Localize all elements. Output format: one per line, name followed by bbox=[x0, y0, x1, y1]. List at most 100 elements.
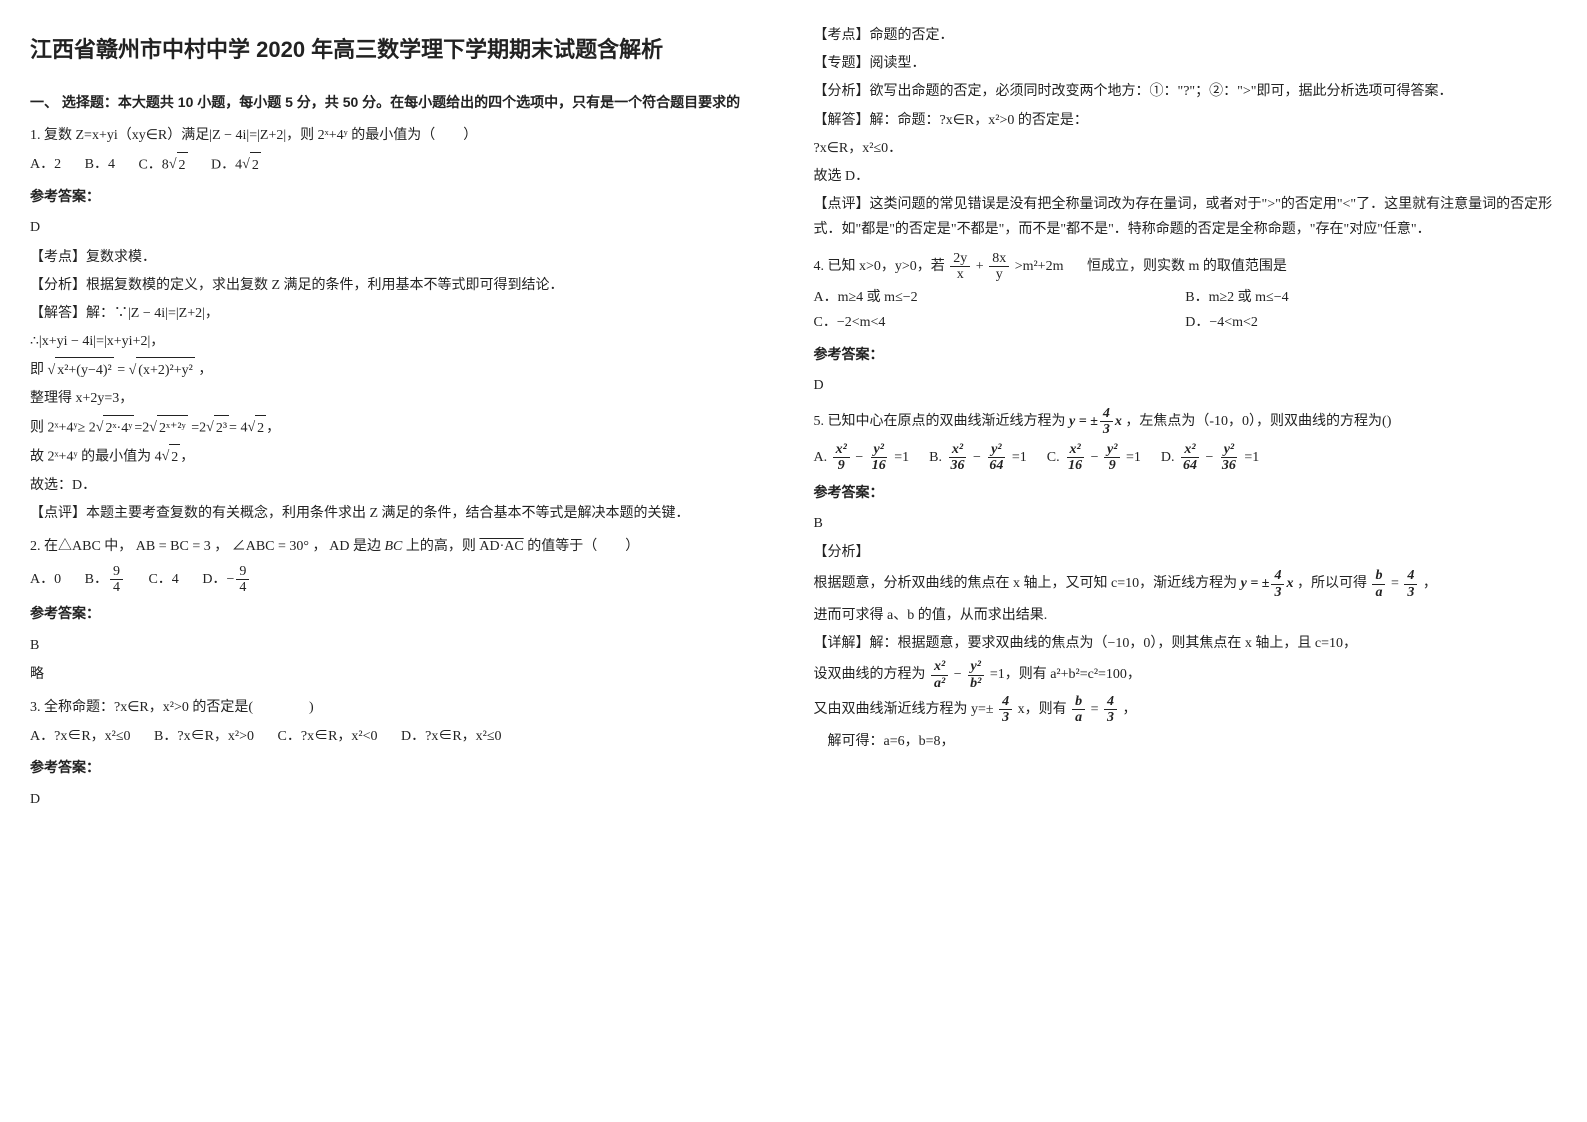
q5-opt-0: A. x²9 − y²16 =1 bbox=[814, 442, 910, 474]
q2-d-num: 9 bbox=[236, 564, 249, 580]
q4-opt-b: B．m≥2 或 m≤−4 bbox=[1185, 285, 1557, 310]
q5-b2: b² bbox=[967, 676, 984, 691]
q1-jd3c: = bbox=[117, 363, 125, 378]
q1-jd6: 故 2ˣ+4ʸ 的最小值为 4 2， bbox=[30, 444, 774, 470]
q3-jd3: 故选 D． bbox=[814, 164, 1558, 189]
q1-jd6c: ， bbox=[180, 449, 194, 464]
q5-fn: 4 bbox=[1100, 406, 1113, 422]
q3-opt-d: D．?x∈R，x²≤0 bbox=[401, 724, 502, 749]
q2-angle: ∠ABC = 30° bbox=[232, 539, 309, 554]
q1-opt-c: C．82 bbox=[138, 152, 187, 178]
q4-opt-d: D．−4<m<2 bbox=[1185, 310, 1557, 335]
q1-jd5c: =2 bbox=[134, 420, 149, 435]
q1-jd6b: 2 bbox=[169, 444, 180, 470]
q2-adac: AD·AC bbox=[479, 539, 523, 554]
q1-opt-b: B．4 bbox=[85, 152, 115, 177]
q1-answer: D bbox=[30, 215, 774, 240]
q4-f2n: 8x bbox=[989, 251, 1009, 267]
q3-jd1: 【解答】解：命题：?x∈R，x²>0 的否定是： bbox=[814, 108, 1558, 133]
q5-stem-b: ，左焦点为（-10，0），则双曲线的方程为() bbox=[1125, 414, 1391, 429]
q3-opt-c: C．?x∈R，x²<0 bbox=[278, 724, 378, 749]
q2-opt-a: A．0 bbox=[30, 567, 61, 592]
q1-jd5: 则 2ˣ+4ʸ≥ 22ˣ·4ʸ=22ˣ⁺²ʸ =22³= 42， bbox=[30, 415, 774, 441]
q2-d-den: 4 bbox=[236, 580, 249, 595]
q1-jd3: 即 x²+(y−4)² = (x+2)²+y² ， bbox=[30, 357, 774, 383]
q4-f1d: x bbox=[954, 267, 967, 282]
q5-bad: a bbox=[1372, 585, 1385, 600]
q5-minus: − bbox=[954, 667, 962, 682]
q5-ans-label: 参考答案： bbox=[814, 480, 1558, 505]
q5-a2: a² bbox=[931, 676, 948, 691]
q5-xj4: 解可得：a=6，b=8， bbox=[814, 729, 1558, 754]
q1-jd1: 【解答】解：∵|Z − 4i|=|Z+2|， bbox=[30, 301, 774, 326]
question-1: 1. 复数 Z=x+yi（xy∈R）满足|Z − 4i|=|Z+2|，则 2ˣ+… bbox=[30, 123, 774, 527]
q5-fd: 3 bbox=[1100, 422, 1113, 437]
q1-jd5f: 2³ bbox=[214, 415, 229, 441]
q1-jd5b: 2ˣ·4ʸ bbox=[103, 415, 134, 441]
q1-options: A．2 B．4 C．82 D．42 bbox=[30, 152, 774, 178]
q1-opt-a: A．2 bbox=[30, 152, 61, 177]
q1-fenxi: 【分析】根据复数模的定义，求出复数 Z 满足的条件，利用基本不等式即可得到结论． bbox=[30, 273, 774, 298]
q5-fxc2: ， bbox=[1123, 702, 1137, 717]
q1-jd6a: 故 2ˣ+4ʸ 的最小值为 4 bbox=[30, 449, 162, 464]
q1-jd2: ∴|x+yi − 4i|=|x+yi+2|， bbox=[30, 329, 774, 354]
q5-xj2: 设双曲线的方程为 x²a² − y²b² =1，则有 a²+b²=c²=100， bbox=[814, 659, 1558, 691]
q1-jd3e: ， bbox=[198, 363, 212, 378]
q2-answer: B bbox=[30, 633, 774, 658]
q5-ban: b bbox=[1372, 568, 1385, 584]
question-2: 2. 在△ABC 中， AB = BC = 3 ， ∠ABC = 30° ， A… bbox=[30, 534, 774, 687]
q2-opt-b-label: B． bbox=[85, 572, 108, 587]
q1-jd5e: =2 bbox=[188, 420, 206, 435]
q1-jd7: 故选：D． bbox=[30, 473, 774, 498]
q5-yb: y² bbox=[968, 659, 984, 675]
q5-fxa: 根据题意，分析双曲线的焦点在 x 轴上，又可知 c=10，渐近线方程为 bbox=[814, 576, 1238, 591]
q5-stem-a: 5. 已知中心在原点的双曲线渐近线方程为 bbox=[814, 414, 1066, 429]
q2-opt-c: C．4 bbox=[148, 567, 178, 592]
q2-opt-d-label: D． bbox=[202, 572, 226, 587]
q5-fn2: 4 bbox=[1271, 568, 1284, 584]
q3-stem: 3. 全称命题：?x∈R，x²>0 的否定是( ) bbox=[30, 695, 774, 720]
q1-opt-c-label: C．8 bbox=[138, 157, 168, 172]
left-column: 江西省赣州市中村中学 2020 年高三数学理下学期期末试题含解析 一、 选择题：… bbox=[30, 20, 774, 820]
q4-opt-a: A．m≥4 或 m≤−2 bbox=[814, 285, 1186, 310]
q4-ans-label: 参考答案： bbox=[814, 342, 1558, 367]
q2-lue: 略 bbox=[30, 662, 774, 687]
q4-plus: + bbox=[976, 259, 984, 274]
q5-ban2: b bbox=[1072, 694, 1085, 710]
q5-xj3: 又由双曲线渐近线方程为 y=± 43 x，则有 ba = 43 ， bbox=[814, 694, 1558, 726]
q2-options: A．0 B．94 C．4 D．−94 bbox=[30, 564, 774, 596]
page-title: 江西省赣州市中村中学 2020 年高三数学理下学期期末试题含解析 bbox=[30, 30, 774, 70]
q2-b-num: 9 bbox=[110, 564, 123, 580]
part1-heading: 一、 选择题：本大题共 10 小题，每小题 5 分，共 50 分。在每小题给出的… bbox=[30, 90, 774, 115]
q1-d-sqrt: 2 bbox=[250, 152, 261, 178]
q5-rd: 3 bbox=[1404, 585, 1417, 600]
q5-xj1: 【详解】解：根据题意，要求双曲线的焦点为（−10，0），则其焦点在 x 轴上，且… bbox=[814, 631, 1558, 656]
q5-fxc: ， bbox=[1423, 576, 1437, 591]
q5-bad2: a bbox=[1072, 710, 1085, 725]
question-3: 3. 全称命题：?x∈R，x²>0 的否定是( ) A．?x∈R，x²≤0 B．… bbox=[30, 695, 774, 812]
q5-xj3b: x，则有 bbox=[1018, 702, 1067, 717]
q5-stem: 5. 已知中心在原点的双曲线渐近线方程为 y = ±43x ，左焦点为（-10，… bbox=[814, 406, 1558, 438]
q2-bc: BC bbox=[384, 539, 402, 554]
q3-dianping: 【点评】这类问题的常见错误是没有把全称量词改为存在量词，或者对于">"的否定用"… bbox=[814, 192, 1558, 242]
q3-kaodian: 【考点】命题的否定． bbox=[814, 23, 1558, 48]
q5-opt-1: B. x²36 − y²64 =1 bbox=[929, 442, 1027, 474]
q1-ans-label: 参考答案： bbox=[30, 184, 774, 209]
q5-fxb: ，所以可得 bbox=[1297, 576, 1367, 591]
q3-ans-label: 参考答案： bbox=[30, 755, 774, 780]
q1-jd5g: = 4 bbox=[229, 420, 247, 435]
q2-neg: − bbox=[226, 572, 234, 587]
q5-rn: 4 bbox=[1404, 568, 1417, 584]
q4-stem-b: 恒成立，则实数 m 的取值范围是 bbox=[1087, 259, 1287, 274]
q1-jd3a: 即 bbox=[30, 363, 44, 378]
q2-opt-d: D．−94 bbox=[202, 564, 251, 596]
q5-yeq2: y = ± bbox=[1241, 576, 1270, 591]
q3-opt-b: B．?x∈R，x²>0 bbox=[154, 724, 254, 749]
q1-jd4: 整理得 x+2y=3， bbox=[30, 386, 774, 411]
q1-opt-d: D．42 bbox=[211, 152, 261, 178]
q2-stem: 2. 在△ABC 中， AB = BC = 3 ， ∠ABC = 30° ， A… bbox=[30, 534, 774, 559]
q1-kaodian: 【考点】复数求模． bbox=[30, 245, 774, 270]
q4-f2d: y bbox=[993, 267, 1006, 282]
question-4: 4. 已知 x>0，y>0，若 2yx + 8xy >m²+2m 恒成立，则实数… bbox=[814, 251, 1558, 399]
q5-answer: B bbox=[814, 511, 1558, 536]
